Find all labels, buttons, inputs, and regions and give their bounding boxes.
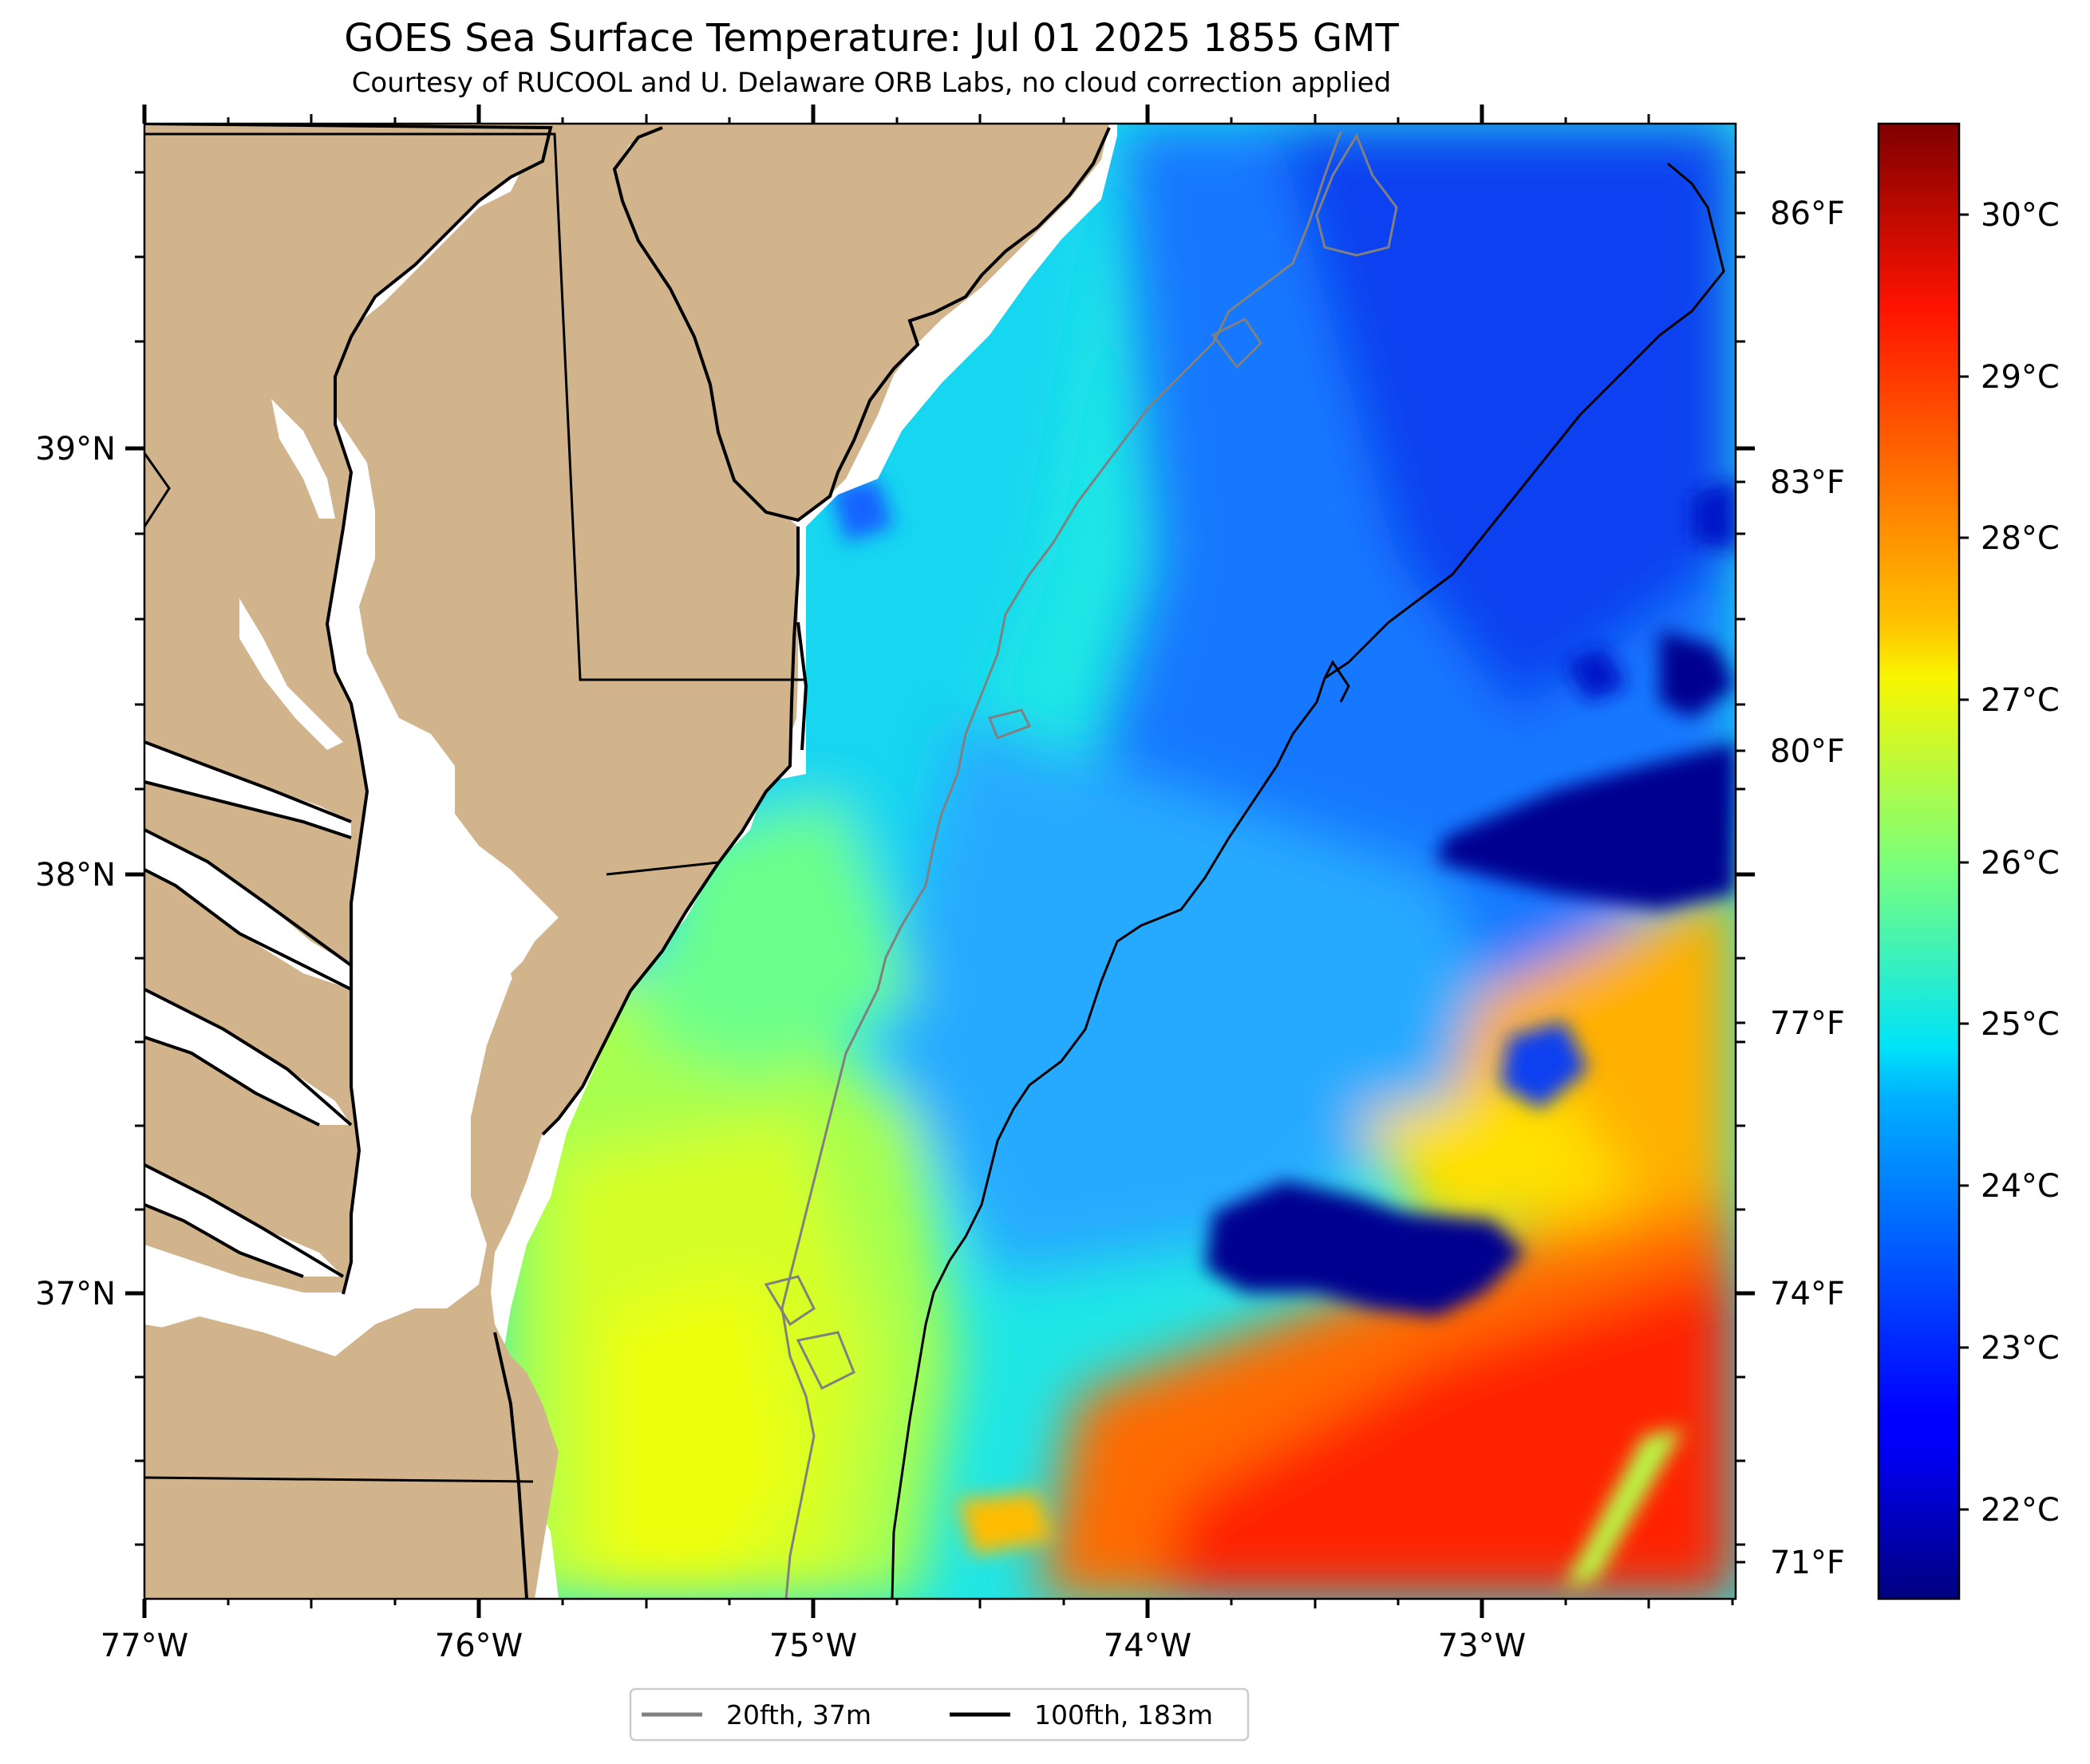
lat-label: 39°N <box>35 431 116 468</box>
lat-label: 38°N <box>35 857 116 894</box>
legend: 20fth, 37m 100fth, 183m <box>629 1687 1250 1742</box>
colorbar-label: 27°C <box>1981 682 2060 719</box>
lon-ticks <box>142 105 1484 1618</box>
fahrenheit-label: 86°F <box>1770 195 1845 232</box>
legend-box <box>629 1687 1250 1742</box>
lon-minor-ticks <box>227 114 1734 1608</box>
colorbar-label: 25°C <box>1981 1006 2060 1043</box>
isobath-100fth <box>891 162 1725 1599</box>
legend-label: 100fth, 183m <box>1034 1699 1213 1730</box>
lon-label: 77°W <box>101 1628 188 1664</box>
fahrenheit-label: 71°F <box>1770 1545 1845 1581</box>
coastline <box>144 124 1111 1599</box>
state-borders <box>144 132 804 1483</box>
fahrenheit-label: 77°F <box>1770 1005 1845 1042</box>
colorbar-label: 22°C <box>1981 1492 2060 1529</box>
colorbar-label: 23°C <box>1981 1330 2060 1367</box>
fahrenheit-label: 80°F <box>1770 733 1845 770</box>
fahrenheit-label: 74°F <box>1770 1276 1845 1312</box>
lon-label: 76°W <box>435 1628 523 1664</box>
lon-label: 74°W <box>1104 1628 1191 1664</box>
colorbar <box>1877 122 1961 1600</box>
land <box>144 124 1117 1599</box>
chart-title: GOES Sea Surface Temperature: Jul 01 202… <box>344 16 1399 61</box>
legend-label: 20fth, 37m <box>726 1699 871 1730</box>
fahrenheit-ticks <box>1736 211 1745 1564</box>
colorbar-label: 28°C <box>1981 520 2060 557</box>
colorbar-ticks <box>1959 213 1969 1511</box>
lon-label: 75°W <box>769 1628 857 1664</box>
isobath-20fth <box>764 131 1398 1599</box>
lon-label: 73°W <box>1438 1628 1526 1664</box>
colorbar-label: 30°C <box>1981 197 2060 234</box>
colorbar-label: 24°C <box>1981 1168 2060 1205</box>
map-frame <box>143 122 1737 1600</box>
fahrenheit-label: 83°F <box>1770 464 1845 501</box>
lat-label: 37°N <box>35 1276 116 1312</box>
colorbar-label: 26°C <box>1981 845 2060 882</box>
colorbar-label: 29°C <box>1981 359 2060 396</box>
lat-minor-ticks <box>135 171 1745 1546</box>
chart-subtitle: Courtesy of RUCOOL and U. Delaware ORB L… <box>351 67 1392 99</box>
